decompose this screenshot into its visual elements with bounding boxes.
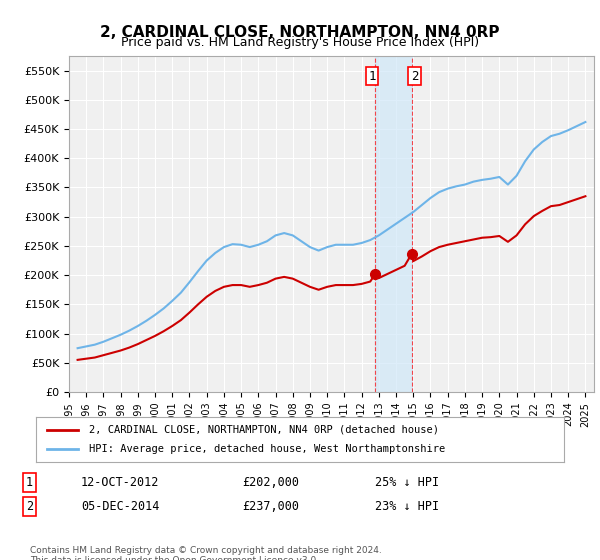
Text: 25% ↓ HPI: 25% ↓ HPI bbox=[375, 476, 439, 489]
Text: 2: 2 bbox=[411, 70, 418, 83]
Text: 1: 1 bbox=[368, 70, 376, 83]
Text: £202,000: £202,000 bbox=[242, 476, 299, 489]
Text: 2, CARDINAL CLOSE, NORTHAMPTON, NN4 0RP: 2, CARDINAL CLOSE, NORTHAMPTON, NN4 0RP bbox=[100, 25, 500, 40]
Text: 2, CARDINAL CLOSE, NORTHAMPTON, NN4 0RP (detached house): 2, CARDINAL CLOSE, NORTHAMPTON, NN4 0RP … bbox=[89, 424, 439, 435]
Text: 1: 1 bbox=[26, 476, 33, 489]
Text: £237,000: £237,000 bbox=[242, 500, 299, 514]
Text: 05-DEC-2014: 05-DEC-2014 bbox=[81, 500, 160, 514]
Text: 23% ↓ HPI: 23% ↓ HPI bbox=[375, 500, 439, 514]
Text: Contains HM Land Registry data © Crown copyright and database right 2024.
This d: Contains HM Land Registry data © Crown c… bbox=[30, 546, 382, 560]
Text: 12-OCT-2012: 12-OCT-2012 bbox=[81, 476, 160, 489]
Bar bbox=[375, 56, 412, 392]
Text: 2: 2 bbox=[26, 500, 33, 514]
Text: HPI: Average price, detached house, West Northamptonshire: HPI: Average price, detached house, West… bbox=[89, 445, 445, 455]
Text: Price paid vs. HM Land Registry's House Price Index (HPI): Price paid vs. HM Land Registry's House … bbox=[121, 36, 479, 49]
